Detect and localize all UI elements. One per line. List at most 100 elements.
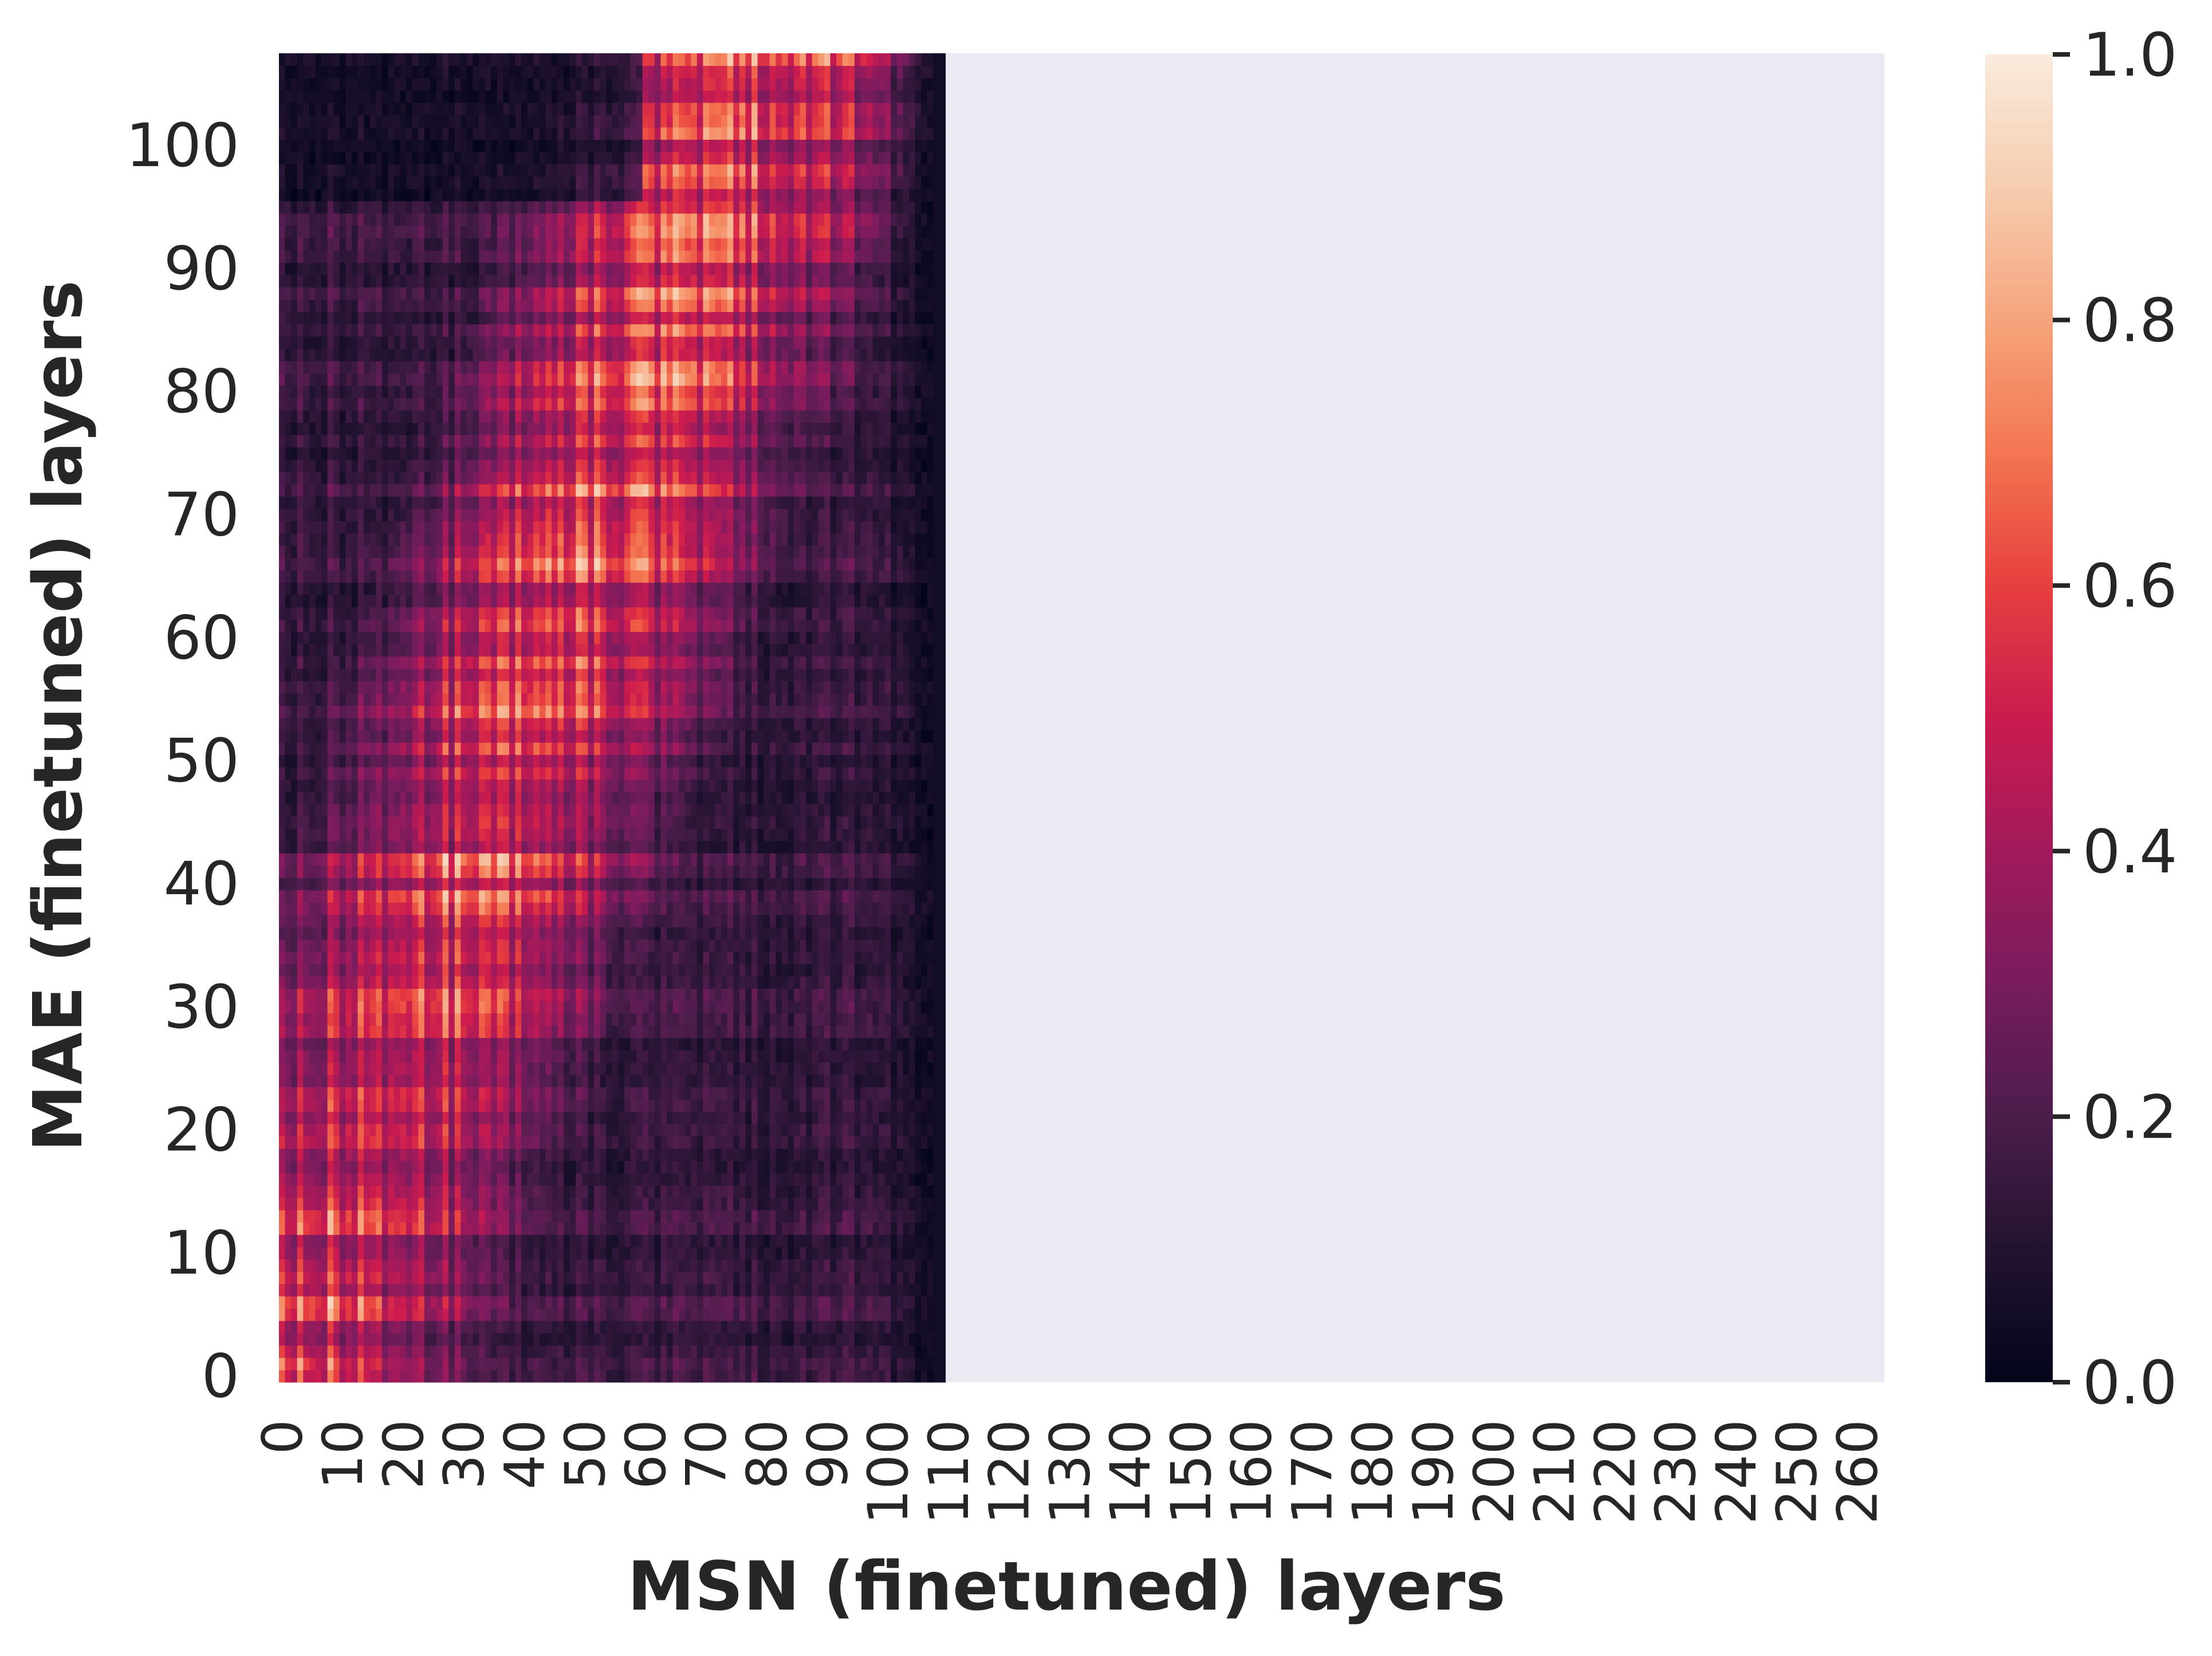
heatmap-cell [915, 1272, 922, 1284]
heatmap-cell [588, 989, 594, 1001]
heatmap-cell [345, 1346, 352, 1358]
heatmap-cell [285, 1173, 292, 1186]
heatmap-cell [612, 951, 619, 964]
heatmap-cell [624, 1075, 631, 1087]
heatmap-cell [703, 890, 709, 903]
heatmap-cell [309, 1087, 316, 1099]
heatmap-cell [424, 1234, 431, 1247]
heatmap-cell [315, 866, 321, 878]
heatmap-cell [497, 1185, 503, 1198]
heatmap-cell [824, 989, 831, 1001]
heatmap-cell [376, 1308, 382, 1321]
heatmap-cell [345, 1247, 352, 1260]
heatmap-cell [570, 1370, 576, 1383]
heatmap-cell [727, 890, 734, 903]
heatmap-cell [879, 1013, 885, 1026]
heatmap-cell [315, 1075, 321, 1087]
heatmap-cell [691, 1259, 697, 1272]
heatmap-cell [933, 1161, 939, 1173]
heatmap-cell [776, 1013, 782, 1026]
heatmap-cell [321, 1161, 328, 1173]
heatmap-cell [370, 1148, 376, 1161]
heatmap-cell [685, 1025, 691, 1038]
heatmap-cell [473, 1222, 479, 1235]
heatmap-cell [400, 841, 407, 853]
heatmap-cell [606, 1173, 612, 1186]
heatmap-cell [412, 927, 419, 939]
heatmap-cell [867, 1075, 873, 1087]
heatmap-cell [540, 902, 546, 915]
heatmap-cell [424, 989, 431, 1001]
heatmap-cell [848, 1050, 855, 1063]
heatmap-cell [418, 951, 424, 964]
heatmap-cell [388, 1111, 394, 1124]
heatmap-cell [751, 1346, 758, 1358]
heatmap-cell [564, 1025, 570, 1038]
heatmap-cell [345, 1210, 352, 1222]
heatmap-cell [448, 1136, 455, 1148]
heatmap-cell [691, 1370, 697, 1383]
heatmap-cell [788, 1099, 794, 1112]
heatmap-cell [364, 902, 370, 915]
heatmap-cell [582, 1210, 588, 1222]
heatmap-cell [763, 1272, 770, 1284]
heatmap-cell [939, 1148, 946, 1161]
heatmap-cell [782, 1062, 788, 1075]
heatmap-cell [588, 853, 594, 866]
heatmap-cell [867, 1062, 873, 1075]
heatmap-cell [636, 1038, 643, 1051]
heatmap-cell [424, 853, 431, 866]
heatmap-cell [448, 853, 455, 866]
heatmap-cell [333, 841, 340, 853]
heatmap-cell [430, 1259, 436, 1272]
heatmap-cell [758, 1222, 764, 1235]
heatmap-cell [364, 1062, 370, 1075]
heatmap-cell [297, 1001, 304, 1013]
heatmap-cell [594, 1370, 600, 1383]
heatmap-cell [321, 1210, 328, 1222]
heatmap-cell [291, 1050, 297, 1063]
heatmap-cell [509, 1087, 515, 1099]
heatmap-cell [715, 939, 722, 952]
heatmap-cell [794, 1234, 800, 1247]
heatmap-cell [915, 866, 922, 878]
heatmap-cell [921, 1161, 927, 1173]
heatmap-cell [903, 1161, 909, 1173]
heatmap-cell [636, 1087, 643, 1099]
heatmap-cell [733, 890, 739, 903]
heatmap-cell [818, 1358, 824, 1370]
heatmap-cell [443, 951, 449, 964]
heatmap-cell [443, 1222, 449, 1235]
heatmap-cell [739, 828, 746, 841]
heatmap-cell [770, 1099, 776, 1112]
heatmap-cell [576, 927, 582, 939]
heatmap-cell [485, 976, 491, 989]
heatmap-cell [412, 976, 419, 989]
heatmap-cell [855, 964, 861, 977]
heatmap-cell [594, 1346, 600, 1358]
heatmap-cell [660, 915, 667, 927]
heatmap-cell [788, 1346, 794, 1358]
heatmap-cell [576, 1111, 582, 1124]
heatmap-cell [843, 1025, 849, 1038]
heatmap-cell [582, 828, 588, 841]
heatmap-cell [630, 1099, 636, 1112]
heatmap-cell [618, 1136, 624, 1148]
heatmap-cell [891, 1272, 897, 1284]
heatmap-cell [382, 1013, 388, 1026]
heatmap-cell [497, 964, 503, 977]
heatmap-cell [358, 1025, 364, 1038]
heatmap-cell [660, 841, 667, 853]
heatmap-cell [691, 1198, 697, 1210]
heatmap-cell [763, 1111, 770, 1124]
heatmap-cell [612, 1075, 619, 1087]
heatmap-cell [794, 1333, 800, 1346]
heatmap-cell [721, 1062, 727, 1075]
heatmap-cell [460, 1148, 467, 1161]
heatmap-cell [412, 866, 419, 878]
heatmap-cell [782, 1038, 788, 1051]
heatmap-cell [697, 927, 703, 939]
heatmap-cell [424, 915, 431, 927]
heatmap-cell [473, 878, 479, 890]
heatmap-cell [588, 1025, 594, 1038]
